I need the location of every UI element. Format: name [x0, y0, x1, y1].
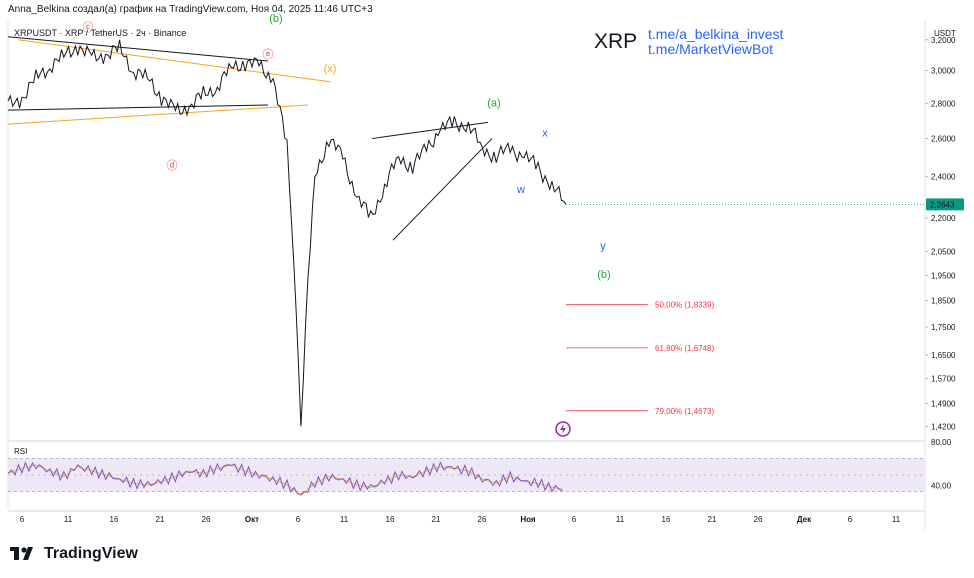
price-tick-label: 1,5700	[931, 375, 956, 384]
price-tick-label: 3,2000	[931, 36, 956, 45]
wave-label: (b)	[269, 13, 282, 25]
rsi-band	[8, 458, 925, 492]
wave-label: ⓒ	[83, 21, 94, 34]
telegram-link-1[interactable]: t.me/a_belkina_invest	[648, 26, 784, 42]
time-tick-label: 21	[708, 515, 717, 524]
symbol-info: XRPUSDT · XRP / TetherUS · 2ч · Binance	[14, 28, 187, 38]
time-tick-label: Ноя	[520, 515, 536, 524]
time-tick-label: 6	[296, 515, 301, 524]
time-tick-label: 11	[616, 515, 625, 524]
tradingview-logo-icon	[10, 547, 33, 560]
time-tick-label: 6	[848, 515, 853, 524]
time-tick-label: 6	[20, 515, 25, 524]
price-tick-label: 1,8500	[931, 297, 956, 306]
price-series-line	[7, 39, 567, 427]
rsi-tick-label: 80,00	[931, 438, 952, 447]
fib-level-label: 79,00% (1,4673)	[655, 407, 714, 416]
channel-lower-line	[392, 138, 493, 241]
last-price-label: 2,2643	[930, 200, 955, 209]
wedge-upper-line	[17, 39, 331, 83]
wave-label: (a)	[487, 98, 500, 110]
wave-label: w	[516, 184, 525, 196]
time-tick-label: 11	[64, 515, 73, 524]
fib-level-label: 61,80% (1,6748)	[655, 344, 714, 353]
currency-label: USDT	[934, 29, 956, 38]
time-tick-label: 11	[340, 515, 349, 524]
time-tick-label: 16	[662, 515, 671, 524]
time-tick-label: 21	[156, 515, 165, 524]
time-tick-label: 26	[202, 515, 211, 524]
time-tick-label: 16	[386, 515, 395, 524]
symbol-watermark: XRP	[594, 30, 638, 53]
time-tick-label: 11	[892, 515, 901, 524]
price-tick-label: 2,6000	[931, 135, 956, 144]
time-tick-label: 21	[432, 515, 441, 524]
price-tick-label: 1,7500	[931, 323, 956, 332]
time-tick-label: 26	[754, 515, 763, 524]
triangle-upper-line	[7, 36, 269, 62]
price-tick-label: 3,0000	[931, 66, 956, 75]
price-tick-label: 1,9500	[931, 271, 956, 280]
wave-label: ⓔ	[263, 48, 274, 61]
time-tick-label: Дек	[797, 515, 812, 524]
price-tick-label: 1,6500	[931, 351, 956, 360]
tradingview-logo: TradingView	[10, 545, 138, 563]
wave-label: (x)	[324, 63, 337, 75]
triangle-lower-line	[7, 104, 269, 111]
wave-label: (b)	[597, 269, 610, 281]
fib-level-label: 50,00% (1,8339)	[655, 301, 714, 310]
wave-label: y	[600, 240, 606, 252]
last-price-badge	[926, 198, 964, 211]
wave-label: ⓓ	[167, 159, 178, 172]
price-tick-label: 2,8000	[931, 99, 956, 108]
wedge-lower-line	[7, 104, 309, 125]
rsi-title: RSI	[14, 447, 27, 456]
telegram-links: t.me/a_belkina_invest t.me/MarketViewBot	[648, 27, 783, 57]
price-tick-label: 2,4000	[931, 173, 956, 182]
rsi-tick-label: 40,00	[931, 481, 952, 490]
telegram-link-2[interactable]: t.me/MarketViewBot	[648, 41, 774, 57]
price-tick-label: 2,0500	[931, 248, 956, 257]
chart-attribution: Anna_Belkina создал(а) график на Trading…	[8, 4, 373, 15]
price-tick-label: 1,4200	[931, 422, 956, 431]
time-tick-label: 26	[478, 515, 487, 524]
tradingview-logo-text: TradingView	[44, 545, 138, 562]
time-tick-label: Окт	[245, 515, 259, 524]
rsi-line	[7, 461, 563, 495]
price-tick-label: 1,4900	[931, 400, 956, 409]
time-tick-label: 16	[110, 515, 119, 524]
time-tick-label: 6	[572, 515, 577, 524]
lightning-icon	[560, 424, 566, 434]
price-tick-label: 2,2000	[931, 214, 956, 223]
wave-label: x	[542, 128, 548, 140]
